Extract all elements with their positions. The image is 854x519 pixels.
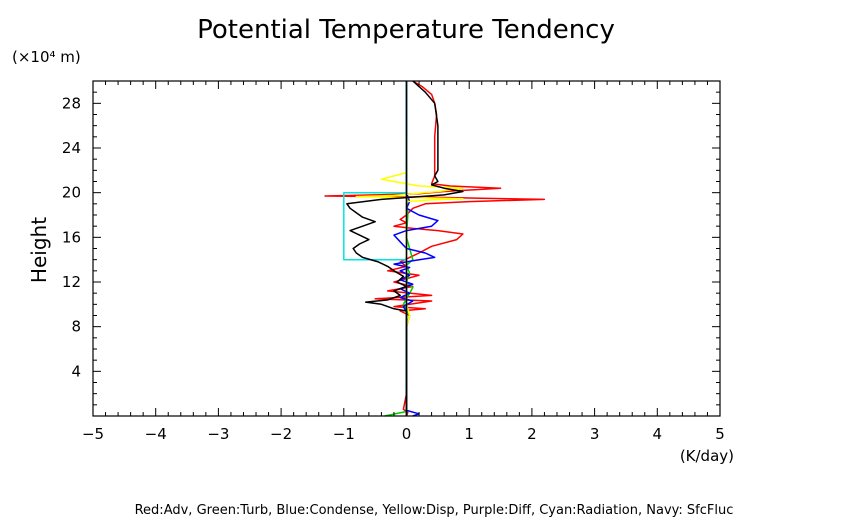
y-tick-label: 28 — [62, 94, 81, 112]
x-tick-label: 1 — [464, 425, 474, 443]
series-line-5 — [346, 80, 464, 416]
x-axis-label: (K/day) — [680, 447, 734, 465]
y-axis-label: Height — [27, 217, 51, 283]
x-tick-label: −4 — [145, 425, 167, 443]
y-tick-label: 4 — [71, 362, 81, 380]
y-tick-label: 8 — [71, 318, 81, 336]
x-tick-label: 4 — [653, 425, 663, 443]
y-tick-label: 16 — [62, 228, 81, 246]
series-line-0 — [324, 80, 546, 417]
x-tick-label: −1 — [333, 425, 355, 443]
axes-layer — [92, 80, 721, 417]
y-tick-label: 20 — [62, 184, 81, 202]
x-tick-label: 3 — [590, 425, 600, 443]
series-layer — [324, 80, 546, 417]
y-tick-label: 24 — [62, 139, 81, 157]
series-line-2 — [393, 81, 439, 417]
x-tick-label: 5 — [715, 425, 725, 443]
legend-text: Red:Adv, Green:Turb, Blue:Condense, Yell… — [135, 503, 734, 518]
x-tick-label: 2 — [527, 425, 537, 443]
x-tick-label: −2 — [270, 425, 292, 443]
y-tick-label: 12 — [62, 273, 81, 291]
x-tick-label: −3 — [207, 425, 229, 443]
chart-title: Potential Temperature Tendency — [197, 15, 615, 45]
x-tick-label: 0 — [402, 425, 412, 443]
y-unit-label: (×10⁴ m) — [12, 48, 81, 66]
x-tick-label: −5 — [82, 425, 104, 443]
